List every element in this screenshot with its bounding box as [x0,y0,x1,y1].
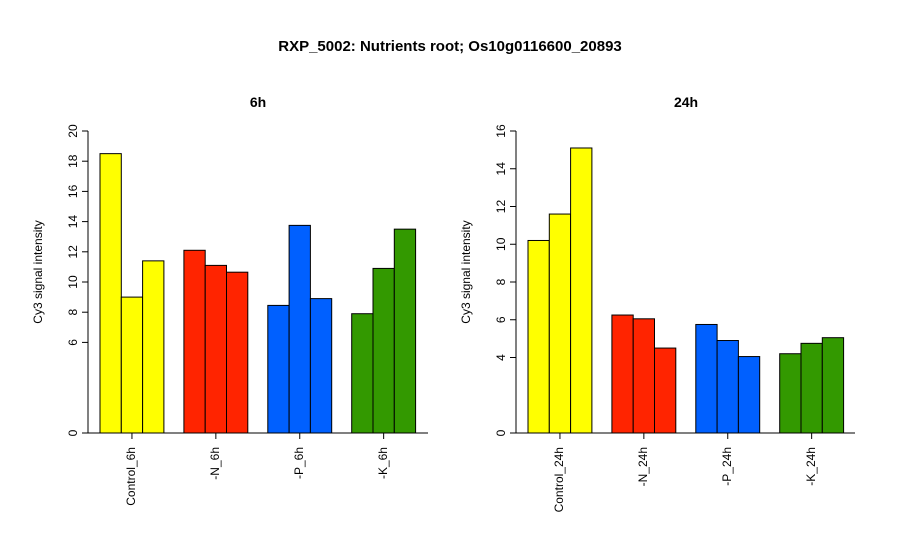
y-tick-label: 6 [66,339,80,346]
y-tick-label: 18 [66,154,80,168]
bar [372,267,395,434]
bar [120,296,144,434]
x-tick-label: -N_6h [208,447,222,480]
x-tick-label: -P_6h [292,447,306,479]
bar [654,347,677,434]
bar [351,313,374,434]
y-tick-label: 4 [494,354,508,361]
y-tick-label: 0 [494,429,508,436]
y-tick-label: 20 [66,124,80,138]
panel-title: 24h [674,94,698,110]
bar [611,314,634,434]
bar [527,239,550,434]
x-tick-label: -K_6h [376,447,390,479]
y-tick-label: 12 [66,245,80,259]
y-tick-label: 12 [494,200,508,214]
y-tick-label: 8 [66,309,80,316]
panel-title: 6h [250,94,266,110]
bar [737,356,761,434]
bar [716,340,739,434]
bar [393,228,417,434]
bar [99,153,122,434]
bar [821,337,845,434]
x-tick-label: Control_24h [552,447,566,512]
y-tick-label: 10 [66,275,80,289]
bar [779,353,802,434]
y-tick-label: 10 [494,237,508,251]
y-axis-label: Cy3 signal intensity [31,220,45,323]
bar [142,260,165,434]
bar [695,323,718,434]
bar [288,224,311,434]
bar [800,342,823,434]
x-tick-label: -N_24h [636,447,650,486]
bar [548,213,572,434]
chart-title: RXP_5002: Nutrients root; Os10g0116600_2… [278,38,622,55]
y-tick-label: 8 [494,278,508,285]
bar [204,264,227,434]
x-tick-label: Control_6h [124,447,138,506]
bar [570,147,593,434]
bar [226,271,249,434]
x-tick-label: -K_24h [804,447,818,486]
x-tick-label: -P_24h [720,447,734,486]
y-tick-label: 6 [494,316,508,323]
y-tick-label: 0 [66,429,80,436]
y-tick-label: 16 [494,124,508,138]
bar [267,304,290,434]
bar [309,298,333,434]
y-axis-label: Cy3 signal intensity [459,220,473,323]
y-tick-label: 14 [66,215,80,229]
bar [632,318,656,434]
bar [183,249,206,434]
y-tick-label: 14 [494,162,508,176]
y-tick-label: 16 [66,184,80,198]
